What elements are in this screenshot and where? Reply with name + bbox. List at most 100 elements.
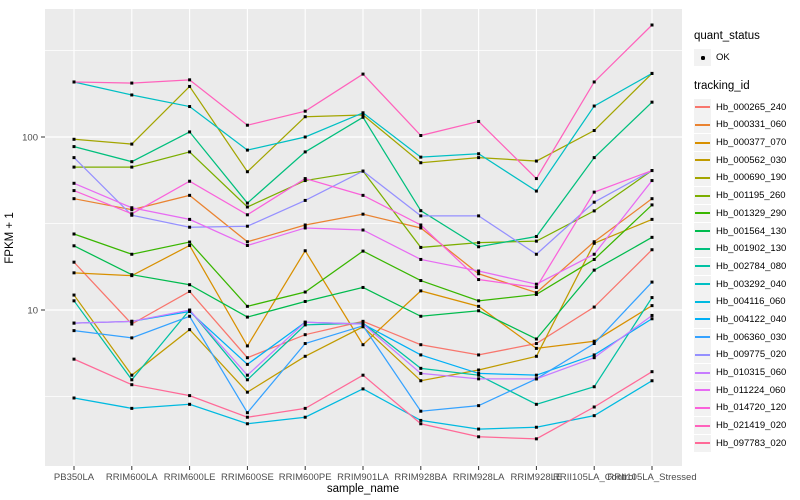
data-point [72,396,76,400]
y-tick-label: 10 [27,306,38,317]
legend-entry: Hb_000377_070 [694,134,798,152]
data-point [303,135,307,139]
data-point [245,240,249,244]
legend-entry-label: Hb_001564_130 [716,225,787,237]
legend-entry-label: Hb_004122_040 [716,313,787,325]
legend-key-box [694,134,711,152]
legend-color-line-icon [695,389,710,392]
data-point [361,72,365,76]
data-point [592,252,596,256]
legend-entry-label: Hb_097783_020 [716,437,787,449]
legend-entry-label: Hb_002784_080 [716,260,787,272]
data-point [592,305,596,309]
legend-entry-label: Hb_000690_190 [716,172,787,184]
legend-key-box [694,98,711,116]
legend-entry-quant-ok: OK [694,49,798,66]
data-point [361,373,365,377]
data-point [419,371,423,375]
data-point [72,145,76,149]
data-point [361,319,365,323]
data-point [188,179,192,183]
data-point [303,320,307,324]
data-point [592,257,596,261]
data-point [650,370,654,374]
data-point [477,272,481,276]
legend-key-box [694,151,711,169]
data-point [303,150,307,154]
legend-entry: Hb_002784_080 [694,257,798,275]
data-point [592,414,596,418]
data-point [650,203,654,207]
data-point [303,223,307,227]
data-point [650,379,654,383]
legend-title-quant-status: quant_status [694,30,760,42]
data-point [245,148,249,152]
data-point [419,343,423,347]
data-point [534,239,538,243]
data-point [592,104,596,108]
data-point [188,308,192,312]
data-point [130,322,134,326]
data-point [245,201,249,205]
legend-key-box [694,364,711,381]
data-point [650,179,654,183]
data-point [361,212,365,216]
data-point [72,271,76,275]
data-point [419,314,423,318]
data-point [188,328,192,332]
legend-key-box [694,310,711,328]
legend-entry-label: Hb_001902_130 [716,243,787,255]
data-point [188,225,192,229]
legend-entry-label: OK [716,52,730,63]
data-point [477,152,481,156]
data-point [130,206,134,210]
data-point [130,273,134,277]
data-point [188,105,192,109]
data-point [303,115,307,119]
data-point [477,404,481,408]
x-tick-label: RRII105LA_Control [553,472,635,483]
data-point [650,71,654,75]
data-point [534,159,538,163]
data-point [592,190,596,194]
data-point [361,322,365,326]
data-point [650,248,654,252]
data-point [72,244,76,248]
data-point [72,156,76,160]
data-point [361,115,365,119]
data-point [130,336,134,340]
data-point [303,342,307,346]
legend-entry: Hb_000331_060 [694,116,798,134]
data-point [477,435,481,439]
data-point [303,198,307,202]
data-point [592,405,596,409]
legend-entry: Hb_004122_040 [694,310,798,328]
data-point [188,240,192,244]
data-point [534,342,538,346]
data-point [188,193,192,197]
data-point [361,285,365,289]
x-axis-title: sample_name [327,483,399,495]
data-point [245,243,249,247]
data-point [477,309,481,313]
data-point [592,129,596,133]
data-point [245,213,249,217]
data-point [188,310,192,314]
data-point [650,23,654,27]
legend-key-box [694,381,711,399]
data-point [303,226,307,230]
legend-key-box [694,328,711,346]
data-point [419,161,423,165]
data-point [361,113,365,117]
data-point [188,283,192,287]
legend-entry: Hb_010315_060 [694,364,798,381]
data-point [72,137,76,141]
data-point [592,356,596,360]
y-tick-label: 100 [22,133,38,144]
legend-color-line-icon [695,353,710,356]
data-point [650,317,654,321]
data-point [72,299,76,303]
data-point [592,339,596,343]
data-point [361,249,365,253]
